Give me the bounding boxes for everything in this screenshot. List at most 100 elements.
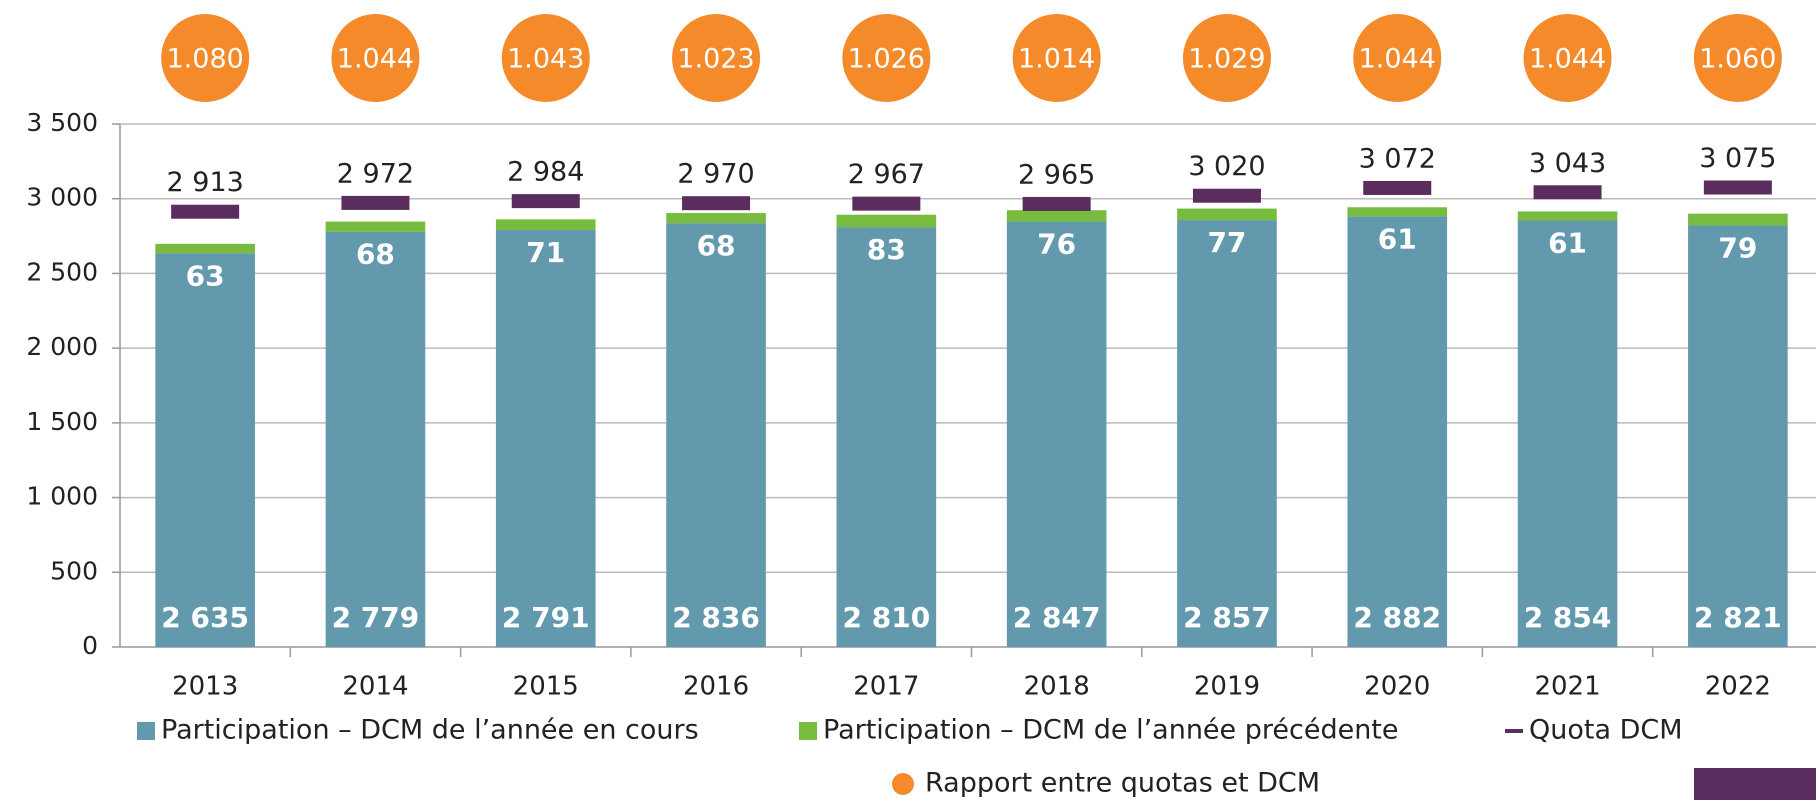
quota-label: 3 043 [1529, 148, 1606, 179]
quota-marker [171, 204, 240, 219]
bar-segment [495, 229, 596, 647]
quota-label: 2 972 [337, 158, 414, 189]
bar-value-label: 61 [1378, 222, 1417, 255]
bar-segment [1517, 211, 1618, 221]
ratio-label: 1.060 [1699, 44, 1776, 75]
bar-value-label: 76 [1037, 228, 1076, 261]
bar-value-label: 63 [186, 259, 225, 292]
bar-value-label: 2 847 [1013, 601, 1101, 634]
bar-value-label: 2 857 [1183, 601, 1271, 634]
corner-badge [1694, 768, 1816, 800]
bar-segment [836, 227, 937, 647]
x-tick-label: 2016 [683, 672, 749, 702]
y-tick-label: 3 000 [26, 183, 98, 212]
ratio-label: 1.044 [1529, 44, 1606, 75]
bar-value-label: 2 882 [1353, 601, 1441, 634]
bar-segment [325, 221, 426, 232]
quota-marker [1192, 188, 1261, 203]
quota-marker [1363, 180, 1432, 195]
y-tick-label: 0 [82, 631, 98, 660]
bar-value-label: 71 [526, 236, 565, 269]
x-tick-label: 2019 [1194, 672, 1260, 702]
bar-segment [836, 214, 937, 228]
bar-value-label: 2 779 [332, 601, 420, 634]
y-tick-label: 500 [50, 556, 98, 585]
quota-label: 2 967 [848, 159, 925, 190]
bar-segment [1347, 207, 1448, 217]
legend-label: Participation – DCM de l’année en cours [161, 715, 699, 746]
quota-label: 3 020 [1188, 151, 1265, 182]
bar-segment [155, 253, 255, 647]
quota-label: 2 984 [507, 157, 584, 188]
bar-segment [1006, 221, 1107, 648]
ratio-label: 1.080 [167, 44, 244, 75]
ratio-bubble [672, 14, 761, 102]
ratio-label: 1.044 [337, 44, 414, 75]
bar-segment [1347, 216, 1448, 647]
quota-label: 2 913 [167, 167, 244, 198]
x-tick-label: 2022 [1705, 672, 1771, 702]
bar-value-label: 2 635 [161, 601, 249, 634]
bar-segment [1688, 213, 1788, 226]
quota-label: 3 075 [1699, 143, 1776, 174]
quota-marker [341, 195, 410, 210]
ratio-bubble [1182, 14, 1271, 102]
x-tick-label: 2013 [172, 672, 238, 702]
bar-segment [666, 223, 766, 647]
bar-segment [1517, 220, 1618, 647]
ratio-bubble [331, 14, 420, 102]
y-tick-label: 3 500 [26, 108, 98, 137]
legend-swatch [892, 773, 914, 795]
quota-label: 2 970 [677, 159, 754, 190]
bar-value-label: 2 810 [843, 601, 931, 634]
bar-value-label: 2 791 [502, 601, 590, 634]
ratio-label: 1.014 [1018, 44, 1095, 75]
ratio-bubble [1523, 14, 1612, 102]
bar-value-label: 2 821 [1694, 601, 1782, 634]
legend-swatch [1505, 729, 1523, 733]
bar-value-label: 79 [1718, 231, 1757, 264]
ratio-bubble [161, 14, 250, 102]
ratio-label: 1.026 [848, 44, 925, 75]
x-tick-label: 2020 [1364, 672, 1430, 702]
bar-value-label: 68 [356, 238, 395, 271]
quota-marker [1022, 196, 1091, 211]
legend-label: Participation – DCM de l’année précédent… [823, 715, 1399, 746]
bar-segment [1177, 220, 1277, 647]
bar-value-label: 83 [867, 233, 906, 266]
legend-label: Quota DCM [1529, 715, 1683, 746]
ratio-label: 1.029 [1188, 44, 1265, 75]
bar-value-label: 77 [1207, 226, 1246, 259]
ratio-bubble [1012, 14, 1101, 102]
bar-segment [1688, 225, 1788, 647]
ratio-label: 1.023 [677, 44, 754, 75]
legend-swatch [799, 722, 817, 740]
quota-marker [1533, 185, 1602, 200]
bar-value-label: 68 [697, 229, 736, 262]
quota-marker [1703, 180, 1772, 195]
x-tick-label: 2021 [1534, 672, 1600, 702]
quota-label: 3 072 [1359, 143, 1436, 174]
x-tick-label: 2015 [513, 672, 579, 702]
bar-segment [666, 213, 766, 224]
legend-label: Rapport entre quotas et DCM [925, 768, 1320, 799]
bar-segment [155, 243, 255, 254]
ratio-bubble [1353, 14, 1442, 102]
bar-value-label: 61 [1548, 227, 1587, 260]
bar-value-label: 2 836 [672, 601, 760, 634]
bar-segment [495, 219, 596, 230]
ratio-bubble [1693, 14, 1782, 102]
legend-swatch [137, 722, 155, 740]
quota-label: 2 965 [1018, 159, 1095, 190]
bar-segment [1177, 208, 1277, 221]
quota-marker [682, 196, 751, 211]
quota-marker [511, 194, 580, 209]
x-tick-label: 2017 [853, 672, 919, 702]
ratio-bubble [842, 14, 931, 102]
ratio-label: 1.043 [507, 44, 584, 75]
y-tick-label: 1 000 [26, 482, 98, 511]
bar-segment [325, 231, 426, 647]
x-tick-label: 2014 [342, 672, 408, 702]
y-tick-label: 1 500 [26, 407, 98, 436]
